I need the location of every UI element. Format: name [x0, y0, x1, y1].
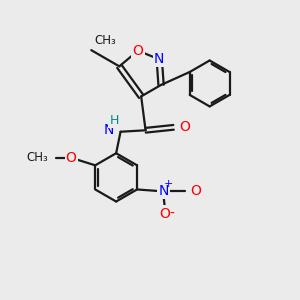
Text: N: N: [104, 123, 114, 137]
Text: O: O: [179, 120, 190, 134]
Text: H: H: [110, 114, 119, 127]
Text: N: N: [158, 184, 169, 198]
Text: +: +: [164, 179, 173, 190]
Text: O: O: [160, 207, 170, 220]
Text: CH₃: CH₃: [95, 34, 117, 46]
Text: -: -: [169, 207, 174, 220]
Text: N: N: [154, 52, 164, 66]
Text: CH₃: CH₃: [27, 152, 48, 164]
Text: O: O: [133, 44, 143, 58]
Text: O: O: [66, 151, 76, 165]
Text: O: O: [190, 184, 201, 198]
